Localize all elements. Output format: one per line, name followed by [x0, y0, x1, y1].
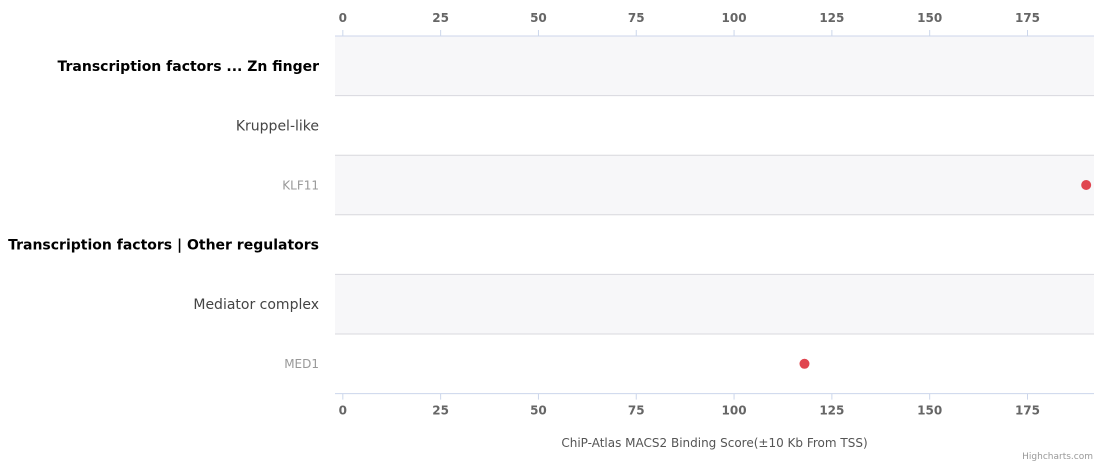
bottom-tick-label: 150 [917, 404, 942, 418]
top-tick-label: 175 [1015, 11, 1040, 25]
bottom-tick-label: 100 [722, 404, 747, 418]
bottom-tick-label: 25 [432, 404, 449, 418]
bottom-tick-label: 175 [1015, 404, 1040, 418]
data-points [799, 180, 1092, 369]
category-label: KLF11 [282, 178, 319, 192]
bottom-tick-label: 125 [819, 404, 844, 418]
top-tick-label: 150 [917, 11, 942, 25]
data-point-klf11 [1081, 180, 1092, 190]
tick-labels: 0 0 25 25 50 50 75 75 100 100 125 125 150 150 175 175 [339, 11, 1040, 418]
top-tick-label: 50 [530, 11, 547, 25]
data-point-med1 [799, 358, 810, 369]
bottom-tick-label: 75 [628, 404, 645, 418]
category-label: MED1 [284, 357, 319, 371]
axes [335, 30, 1094, 400]
top-tick-label: 75 [628, 11, 645, 25]
row-separators [335, 95, 1094, 335]
category-label: Kruppel-like [236, 118, 319, 134]
category-label: Transcription factors ... Zn finger [58, 59, 320, 75]
category-labels: Transcription factors ... Zn finger Krupp… [8, 59, 319, 371]
top-tick-label: 0 [339, 11, 347, 25]
x-axis-title: ChiP-Atlas MACS2 Binding Score(±10 Kb Fr… [561, 436, 867, 450]
top-tick-label: 100 [722, 11, 747, 25]
category-label: Transcription factors | Other regulators [8, 238, 319, 254]
bottom-tick-label: 50 [530, 404, 547, 418]
row-band [335, 155, 1094, 215]
bottom-tick-label: 0 [339, 404, 347, 418]
chart-credit[interactable]: Highcharts.com [1022, 452, 1093, 462]
top-tick-label: 125 [819, 11, 844, 25]
category-label: Mediator complex [193, 297, 319, 313]
top-tick-label: 25 [432, 11, 449, 25]
row-band [335, 274, 1094, 334]
row-band [335, 36, 1094, 96]
row-bands [335, 36, 1094, 334]
